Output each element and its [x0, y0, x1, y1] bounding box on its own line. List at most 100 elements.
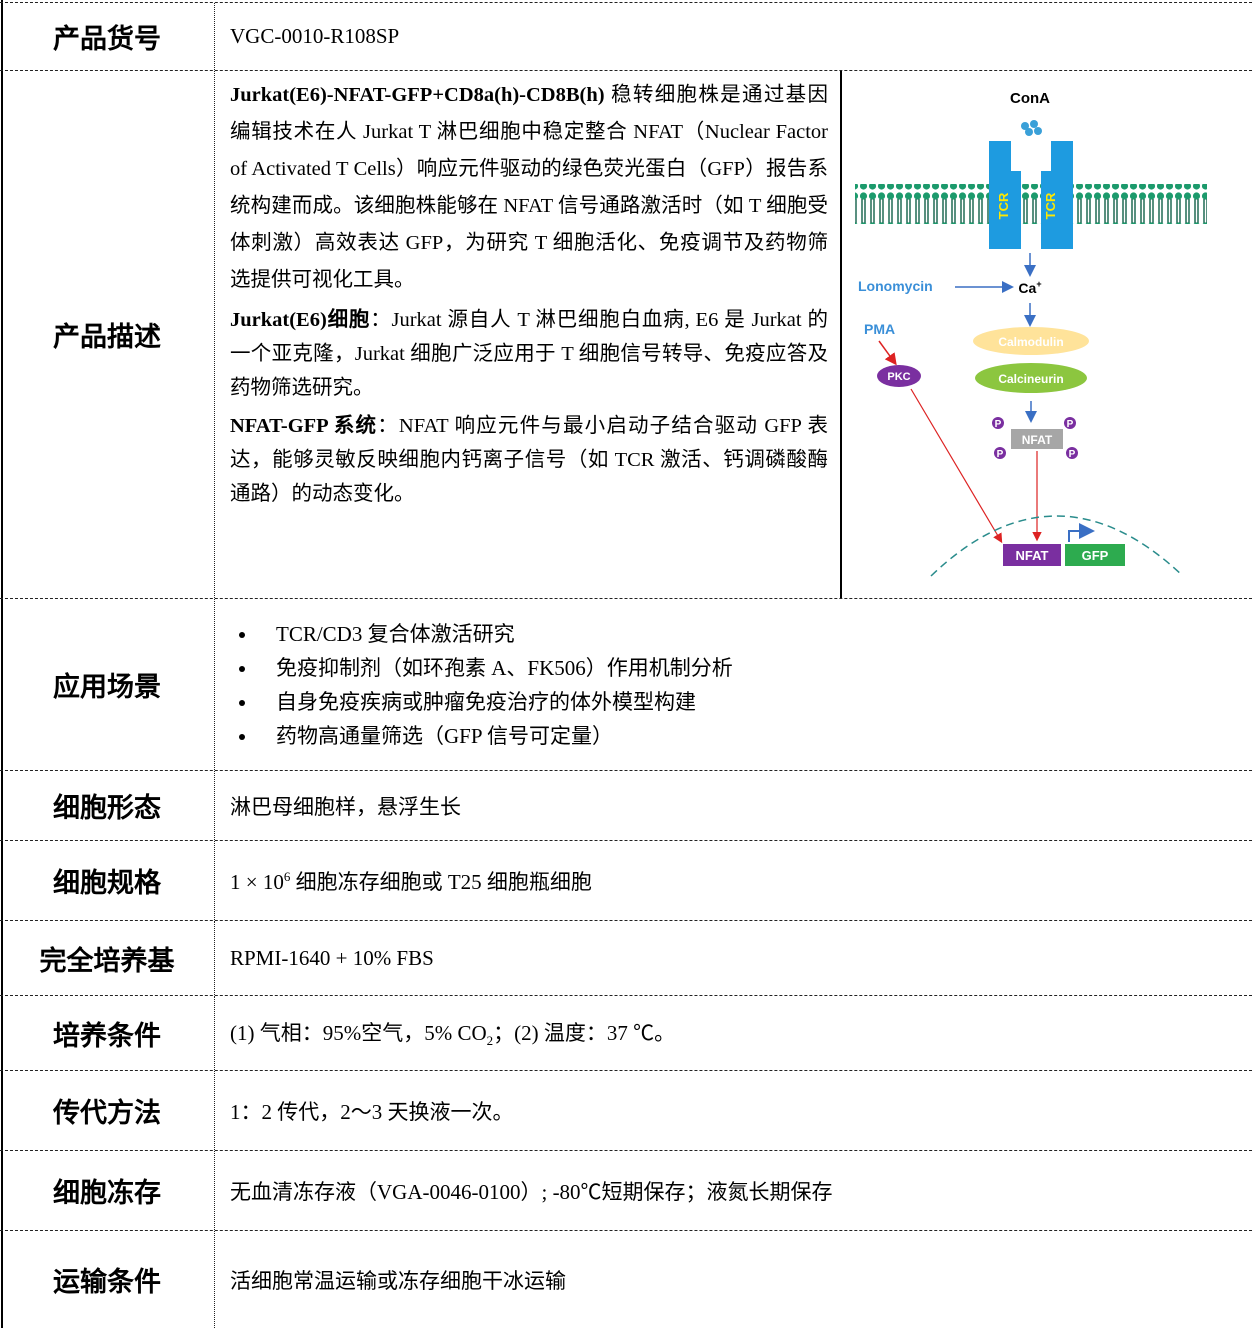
row-label: 传代方法 [0, 1071, 215, 1150]
text: VGC-0010-R108SP [230, 24, 400, 48]
label: ConA [1010, 90, 1050, 107]
text: 无血清冻存液（VGA-0046-0100）; -80℃短期保存；液氮长期保存 [230, 1179, 833, 1204]
superscript: 6 [283, 868, 291, 884]
row-content: TCR/CD3 复合体激活研究 免疫抑制剂（如环孢素 A、FK506）作用机制分… [230, 599, 1242, 770]
nucleus [930, 515, 1184, 577]
nfat-element [1003, 544, 1061, 566]
text: 1：2 传代，2～3 天换液一次。 [230, 1099, 514, 1124]
row-content: 1：2 传代，2～3 天换液一次。 [230, 1071, 1242, 1150]
row-label: 细胞规格 [0, 841, 215, 920]
bullet-list: TCR/CD3 复合体激活研究 免疫抑制剂（如环孢素 A、FK506）作用机制分… [230, 617, 733, 753]
table-row: 细胞冻存 无血清冻存液（VGA-0046-0100）; -80℃短期保存；液氮长… [0, 1150, 1252, 1230]
label: P [995, 419, 1002, 430]
text: 活细胞常温运输或冻存细胞干冰运输 [230, 1268, 566, 1293]
text: RPMI-1640 + 10% FBS [230, 945, 434, 970]
membrane [855, 184, 1207, 224]
subscript: 2 [486, 1033, 494, 1049]
bullet: TCR/CD3 复合体激活研究 [258, 617, 733, 651]
label: P [997, 449, 1004, 460]
label: NFAT [1022, 433, 1053, 447]
nfat-box [1011, 429, 1063, 449]
arrow [878, 340, 897, 366]
superscript: + [1036, 279, 1041, 289]
label: TCR [996, 192, 1011, 219]
text: 1 × 106 细胞冻存细胞或 T25 细胞瓶细胞 [230, 866, 592, 896]
table-row: 产品描述 Jurkat(E6)-NFAT-GFP+CD8a(h)-CD8B(h)… [0, 70, 1252, 598]
label: Calcineurin [998, 372, 1063, 386]
table-row: 细胞形态 淋巴母细胞样，悬浮生长 [0, 770, 1252, 840]
row-label: 培养条件 [0, 996, 215, 1070]
text-part: 细胞冻存细胞或 T25 细胞瓶细胞 [290, 869, 592, 894]
bold-text: Jurkat(E6)-NFAT-GFP+CD8a(h)-CD8B(h) [230, 84, 605, 106]
paragraph: NFAT-GFP 系统：NFAT 响应元件与最小启动子结合驱动 GFP 表达，能… [230, 409, 828, 511]
bold-text: Jurkat(E6)细胞 [230, 309, 371, 331]
calmodulin [973, 327, 1089, 355]
row-label: 细胞形态 [0, 771, 215, 840]
table-row: 应用场景 TCR/CD3 复合体激活研究 免疫抑制剂（如环孢素 A、FK506）… [0, 598, 1252, 770]
paragraph: Jurkat(E6)-NFAT-GFP+CD8a(h)-CD8B(h) 稳转细胞… [230, 77, 828, 299]
table-row: 传代方法 1：2 传代，2～3 天换液一次。 [0, 1070, 1252, 1150]
description: Jurkat(E6)-NFAT-GFP+CD8a(h)-CD8B(h) 稳转细胞… [230, 77, 828, 511]
shape [1025, 128, 1033, 136]
table-row: 运输条件 活细胞常温运输或冻存细胞干冰运输 [0, 1230, 1252, 1328]
shape [992, 417, 1004, 429]
table-row: 完全培养基 RPMI-1640 + 10% FBS [0, 920, 1252, 995]
label: P [1067, 419, 1074, 430]
row-label: 运输条件 [0, 1231, 215, 1328]
paragraph: Jurkat(E6)细胞：Jurkat 源自人 T 淋巴细胞白血病, E6 是 … [230, 303, 828, 405]
shape [994, 447, 1006, 459]
row-label: 应用场景 [0, 599, 215, 770]
table-border [1, 0, 3, 1328]
row-content: 无血清冻存液（VGA-0046-0100）; -80℃短期保存；液氮长期保存 [230, 1151, 1242, 1230]
label: GFP [1082, 548, 1109, 563]
cona-dots [1021, 120, 1042, 136]
row-label: 细胞冻存 [0, 1151, 215, 1230]
row-content: 淋巴母细胞样，悬浮生长 [230, 771, 1242, 840]
text: ：Jurkat 源自人 T 淋巴细胞白血病, E6 是 Jurkat 的一个亚克… [230, 309, 828, 399]
row-content: 活细胞常温运输或冻存细胞干冰运输 [230, 1231, 1242, 1328]
phospho-group: P P P P [992, 417, 1078, 460]
text-part: 1 × 10 [230, 869, 284, 894]
row-content: (1) 气相：95%空气，5% CO2；(2) 温度：37 ℃。 [230, 996, 1242, 1070]
shape [1066, 447, 1078, 459]
arrow [1068, 523, 1095, 542]
text-part: (1) 气相：95%空气，5% CO [230, 1020, 487, 1045]
arrow [910, 388, 1003, 544]
pkc [877, 365, 921, 387]
bullet: 免疫抑制剂（如环孢素 A、FK506）作用机制分析 [258, 651, 733, 685]
row-content: VGC-0010-R108SP [230, 3, 1242, 70]
row-label: 产品描述 [0, 71, 215, 598]
label: PKC [887, 371, 910, 383]
tcr-chain [1041, 141, 1073, 249]
pathway-diagram: ConA TCR TCR Lonomycin Ca+ Calmodulin Ca… [855, 90, 1207, 577]
label: Calmodulin [998, 335, 1063, 349]
text: 淋巴母细胞样，悬浮生长 [230, 794, 461, 819]
text: (1) 气相：95%空气，5% CO2；(2) 温度：37 ℃。 [230, 1017, 675, 1049]
shape [1064, 417, 1076, 429]
calcineurin [975, 363, 1087, 393]
text-part: ；(2) 温度：37 ℃。 [493, 1020, 676, 1045]
label: P [1069, 449, 1076, 460]
label-part: Ca [1018, 280, 1036, 296]
row-label: 完全培养基 [0, 921, 215, 995]
label: PMA [864, 321, 895, 337]
shape [1034, 127, 1042, 135]
label: TCR [1043, 192, 1058, 219]
shape [1021, 122, 1029, 130]
bullet: 自身免疫疾病或肿瘤免疫治疗的体外模型构建 [258, 685, 733, 719]
bullet: 药物高通量筛选（GFP 信号可定量） [258, 719, 733, 753]
table-row: 培养条件 (1) 气相：95%空气，5% CO2；(2) 温度：37 ℃。 [0, 995, 1252, 1070]
text: 稳转细胞株是通过基因编辑技术在人 Jurkat T 淋巴细胞中稳定整合 NFAT… [230, 84, 828, 291]
shape [1030, 120, 1038, 128]
row-label: 产品货号 [0, 3, 215, 70]
cell-divider [840, 71, 842, 598]
table-row: 细胞规格 1 × 106 细胞冻存细胞或 T25 细胞瓶细胞 [0, 840, 1252, 920]
row-content: RPMI-1640 + 10% FBS [230, 921, 1242, 995]
bold-text: NFAT-GFP 系统 [230, 415, 378, 437]
row-content: 1 × 106 细胞冻存细胞或 T25 细胞瓶细胞 [230, 841, 1242, 920]
label: Lonomycin [858, 278, 933, 294]
text: ：NFAT 响应元件与最小启动子结合驱动 GFP 表达，能够灵敏反映细胞内钙离子… [230, 415, 828, 505]
table-row: 产品货号 VGC-0010-R108SP [0, 2, 1252, 70]
